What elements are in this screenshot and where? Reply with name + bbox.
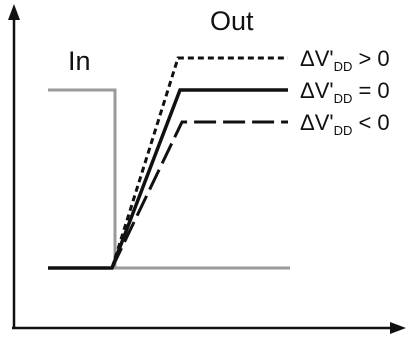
- legend-delta-vdd-less: ΔV'DD < 0: [300, 110, 390, 138]
- output-waveform-delta-vdd-greater: [110, 56, 288, 269]
- legend-delta-vdd-greater: ΔV'DD > 0: [300, 46, 390, 74]
- output-waveform-delta-vdd-less: [110, 120, 288, 269]
- y-axis-arrowhead: [8, 4, 20, 20]
- output-label: Out: [210, 6, 254, 36]
- legend-delta-vdd-equal: ΔV'DD = 0: [300, 78, 390, 106]
- input-label: In: [68, 46, 91, 76]
- x-axis-arrowhead: [390, 322, 406, 334]
- input-waveform: [48, 88, 290, 270]
- output-waveform-delta-vdd-equal: [48, 88, 288, 270]
